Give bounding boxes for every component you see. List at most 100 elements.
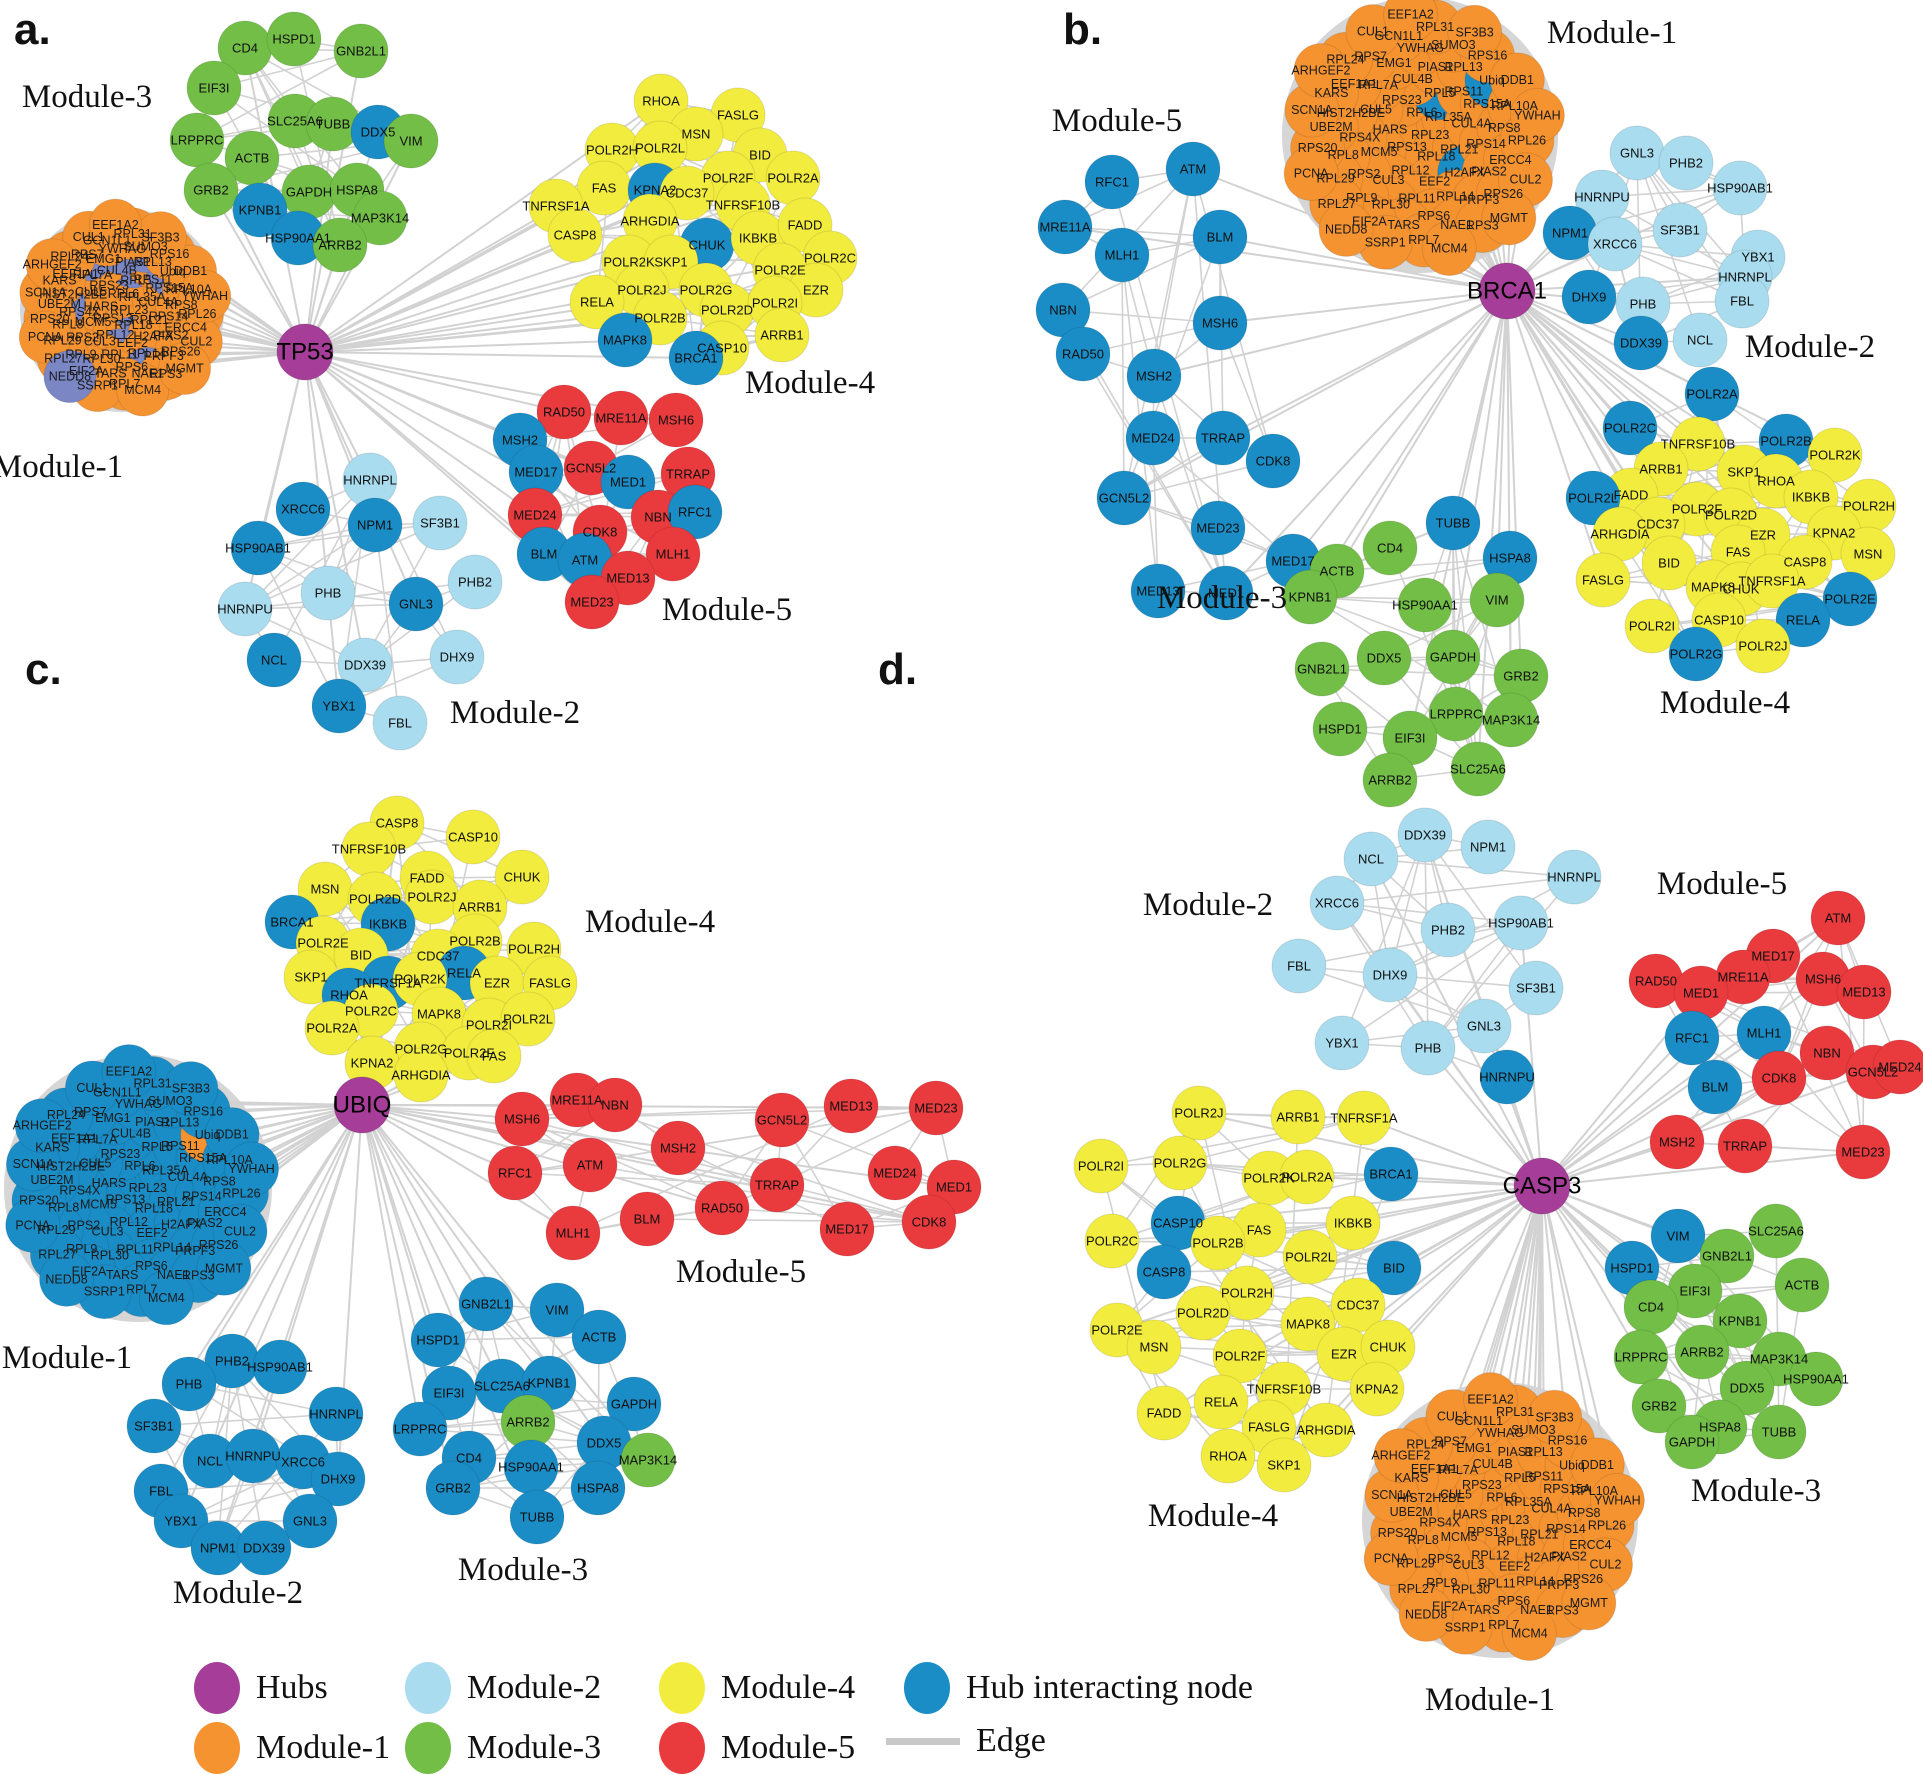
node-VIM[interactable] (1469, 572, 1525, 628)
node-NBN[interactable] (587, 1077, 643, 1133)
node-MGMT[interactable] (1481, 190, 1537, 246)
node-DHX9[interactable] (1362, 947, 1418, 1003)
node-HSP90AA1[interactable] (503, 1439, 559, 1495)
node-PCNA[interactable] (1363, 1531, 1419, 1587)
node-GNL3[interactable] (1609, 125, 1665, 181)
hub-node-UBIQ[interactable] (333, 1076, 391, 1134)
node-POLR2A[interactable] (1684, 366, 1740, 422)
node-LRPPRC[interactable] (169, 112, 225, 168)
node-BRCA1[interactable] (668, 330, 724, 386)
node-TNFRSF1A[interactable] (1744, 553, 1800, 609)
node-SF3B1[interactable] (1508, 960, 1564, 1016)
node-PHB[interactable] (300, 565, 356, 621)
node-TNFRSF1A[interactable] (1336, 1090, 1392, 1146)
node-HNRNPL[interactable] (308, 1386, 364, 1442)
node-POLR2C[interactable] (1084, 1213, 1140, 1269)
node-SF3B3[interactable] (1527, 1389, 1583, 1445)
node-BLM[interactable] (1687, 1059, 1743, 1115)
node-NEDD8[interactable] (1398, 1586, 1454, 1642)
node-POLR2I[interactable] (1624, 598, 1680, 654)
node-CASP10[interactable] (445, 809, 501, 865)
node-ATM[interactable] (1810, 890, 1866, 946)
node-GRB2[interactable] (425, 1460, 481, 1516)
node-RFC1[interactable] (1084, 154, 1140, 210)
node-MED24[interactable] (1872, 1039, 1923, 1095)
node-HNRNPU[interactable] (1479, 1049, 1535, 1105)
node-TRRAP[interactable] (1195, 410, 1251, 466)
node-NCL[interactable] (1343, 831, 1399, 887)
node-POLR2C[interactable] (1602, 400, 1658, 456)
node-YWHAH[interactable] (224, 1141, 280, 1197)
node-PCNA[interactable] (5, 1197, 61, 1253)
node-GNB2L1[interactable] (1699, 1228, 1755, 1284)
node-POLR2I[interactable] (1073, 1138, 1129, 1194)
node-PHB2[interactable] (447, 554, 503, 610)
node-MED24[interactable] (1125, 410, 1181, 466)
node-ARRB2[interactable] (312, 217, 368, 273)
node-GNB2L1[interactable] (333, 23, 389, 79)
node-RELA[interactable] (569, 274, 625, 330)
node-POLR2A[interactable] (304, 1000, 360, 1056)
node-NCL[interactable] (1672, 312, 1728, 368)
node-TUBB[interactable] (509, 1489, 565, 1545)
node-ARHGEF2[interactable] (1373, 1428, 1429, 1484)
node-DDX5[interactable] (1719, 1360, 1775, 1416)
node-HSP90AB1[interactable] (230, 520, 286, 576)
node-MED13[interactable] (1130, 563, 1186, 619)
node-ACTB[interactable] (1774, 1257, 1830, 1313)
hub-node-BRCA1[interactable] (1478, 262, 1536, 320)
node-EEF1A2[interactable] (1463, 1372, 1519, 1428)
node-POLR2J[interactable] (1735, 618, 1791, 674)
node-ARRB2[interactable] (1362, 752, 1418, 808)
node-IKBKB[interactable] (1325, 1195, 1381, 1251)
node-GNL3[interactable] (1456, 998, 1512, 1054)
node-RFC1[interactable] (1664, 1010, 1720, 1066)
node-NEDD8[interactable] (43, 350, 97, 404)
node-MAP3K14[interactable] (352, 190, 408, 246)
node-RFC1[interactable] (487, 1145, 543, 1201)
node-FASLG[interactable] (1575, 552, 1631, 608)
node-MRE11A[interactable] (593, 390, 649, 446)
node-POLR2J[interactable] (1171, 1085, 1227, 1141)
node-MSH6[interactable] (494, 1091, 550, 1147)
node-MED13[interactable] (1836, 964, 1892, 1020)
node-MLH1[interactable] (645, 526, 701, 582)
node-MSH2[interactable] (1649, 1114, 1705, 1170)
node-RHOA[interactable] (1200, 1428, 1256, 1484)
node-PHB2[interactable] (1420, 902, 1476, 958)
node-MED1[interactable] (1673, 965, 1729, 1021)
node-SF3B1[interactable] (126, 1398, 182, 1454)
node-MSN[interactable] (1126, 1319, 1182, 1375)
node-DDX39[interactable] (1397, 807, 1453, 863)
node-MSH6[interactable] (1192, 295, 1248, 351)
node-SKP1[interactable] (1256, 1437, 1312, 1493)
node-HNRNPU[interactable] (217, 581, 273, 637)
node-MRE11A[interactable] (1037, 199, 1093, 255)
node-YWHAH[interactable] (1589, 1472, 1645, 1528)
node-DHX9[interactable] (1561, 269, 1617, 325)
node-CASP8[interactable] (547, 207, 603, 263)
node-POLR2A[interactable] (765, 150, 821, 206)
node-POLR2L[interactable] (500, 991, 556, 1047)
node-GRB2[interactable] (1631, 1378, 1687, 1434)
node-ATM[interactable] (562, 1137, 618, 1193)
node-NPM1[interactable] (347, 497, 403, 553)
node-FBL[interactable] (1271, 938, 1327, 994)
node-ARHGDIA[interactable] (393, 1047, 449, 1103)
node-MCM4[interactable] (1501, 1606, 1557, 1662)
node-FBL[interactable] (372, 695, 428, 751)
node-BID[interactable] (1641, 535, 1697, 591)
node-LRPPRC[interactable] (392, 1401, 448, 1457)
node-TRRAP[interactable] (1717, 1118, 1773, 1174)
node-GAPDH[interactable] (1425, 629, 1481, 685)
node-GCN5L2[interactable] (1096, 470, 1152, 526)
node-HSPD1[interactable] (410, 1312, 466, 1368)
node-MAP3K14[interactable] (1483, 692, 1539, 748)
node-LRPPRC[interactable] (1613, 1329, 1669, 1385)
node-CD4[interactable] (1362, 520, 1418, 576)
node-EIF3I[interactable] (421, 1365, 477, 1421)
node-VIM[interactable] (383, 113, 439, 169)
node-POLR2G[interactable] (1152, 1135, 1208, 1191)
node-CHUK[interactable] (494, 849, 550, 905)
node-GRB2[interactable] (183, 162, 239, 218)
